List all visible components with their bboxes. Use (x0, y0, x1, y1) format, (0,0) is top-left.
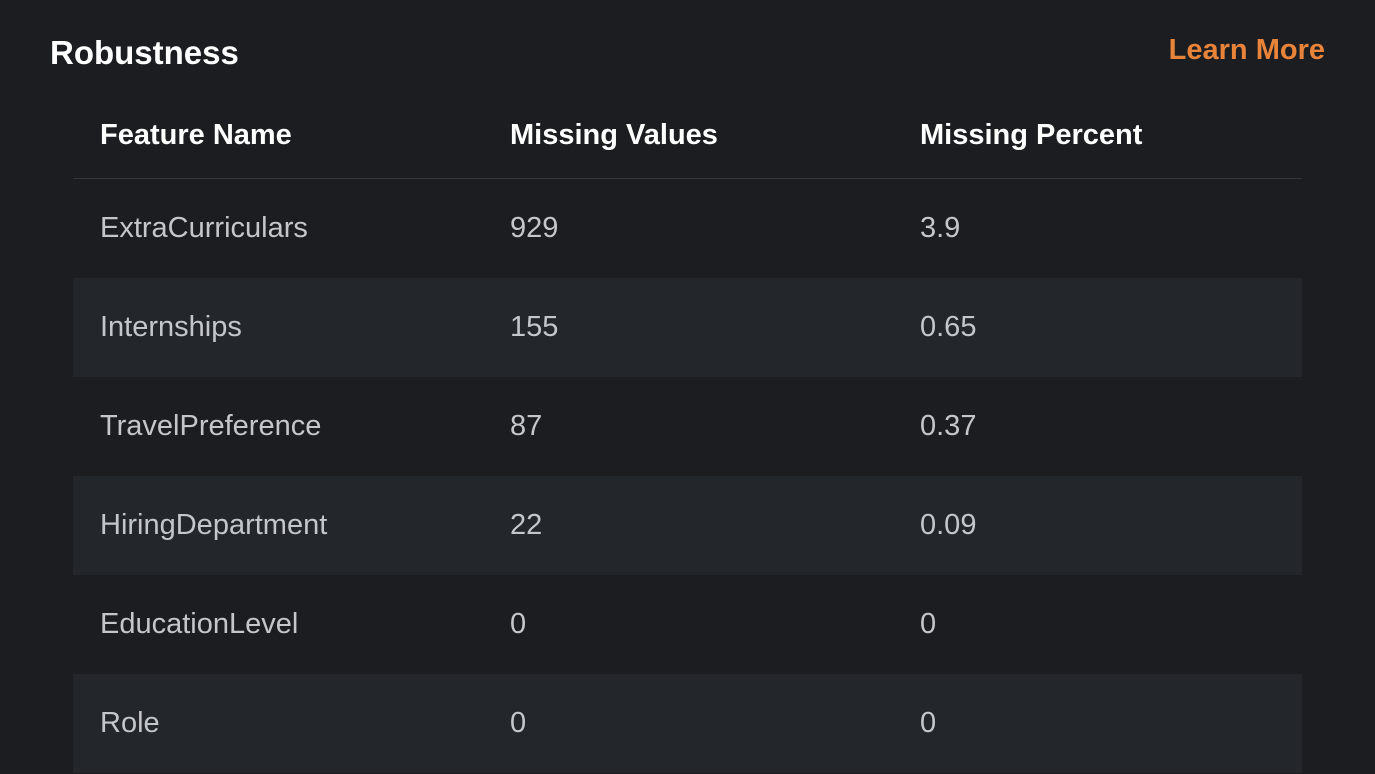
table-row: TravelPreference 87 0.37 (73, 377, 1302, 476)
panel-title: Robustness (50, 34, 239, 71)
table-row: HiringDepartment 22 0.09 (73, 476, 1302, 575)
feature-name-cell: Internships (100, 311, 242, 343)
learn-more-link[interactable]: Learn More (1168, 34, 1325, 66)
missing-percent-cell: 3.9 (920, 212, 961, 244)
missing-percent-cell: 0.65 (920, 311, 977, 343)
feature-name-cell: ExtraCurriculars (100, 212, 308, 244)
table-row: Internships 155 0.65 (73, 278, 1302, 377)
feature-name-cell: Role (100, 707, 160, 739)
feature-name-cell: EducationLevel (100, 608, 299, 640)
column-header-feature-name[interactable]: Feature Name (100, 119, 292, 151)
feature-name-cell: HiringDepartment (100, 509, 328, 541)
missing-values-cell: 0 (510, 608, 527, 640)
missing-percent-cell: 0 (920, 707, 937, 739)
missing-values-cell: 929 (510, 212, 559, 244)
table-row: Role 0 0 (73, 674, 1302, 773)
table-header-row: Feature Name Missing Values Missing Perc… (73, 93, 1302, 179)
missing-values-cell: 155 (510, 311, 559, 343)
missing-values-cell: 22 (510, 509, 543, 541)
missing-percent-cell: 0.09 (920, 509, 977, 541)
missing-percent-cell: 0 (920, 608, 937, 640)
missing-values-cell: 87 (510, 410, 543, 442)
missing-percent-cell: 0.37 (920, 410, 977, 442)
missing-values-table: Feature Name Missing Values Missing Perc… (73, 93, 1302, 773)
column-header-missing-values[interactable]: Missing Values (510, 119, 718, 151)
table-row: ExtraCurriculars 929 3.9 (73, 179, 1302, 278)
feature-name-cell: TravelPreference (100, 410, 322, 442)
table-row: EducationLevel 0 0 (73, 575, 1302, 674)
missing-values-cell: 0 (510, 707, 527, 739)
column-header-missing-percent[interactable]: Missing Percent (920, 119, 1143, 151)
